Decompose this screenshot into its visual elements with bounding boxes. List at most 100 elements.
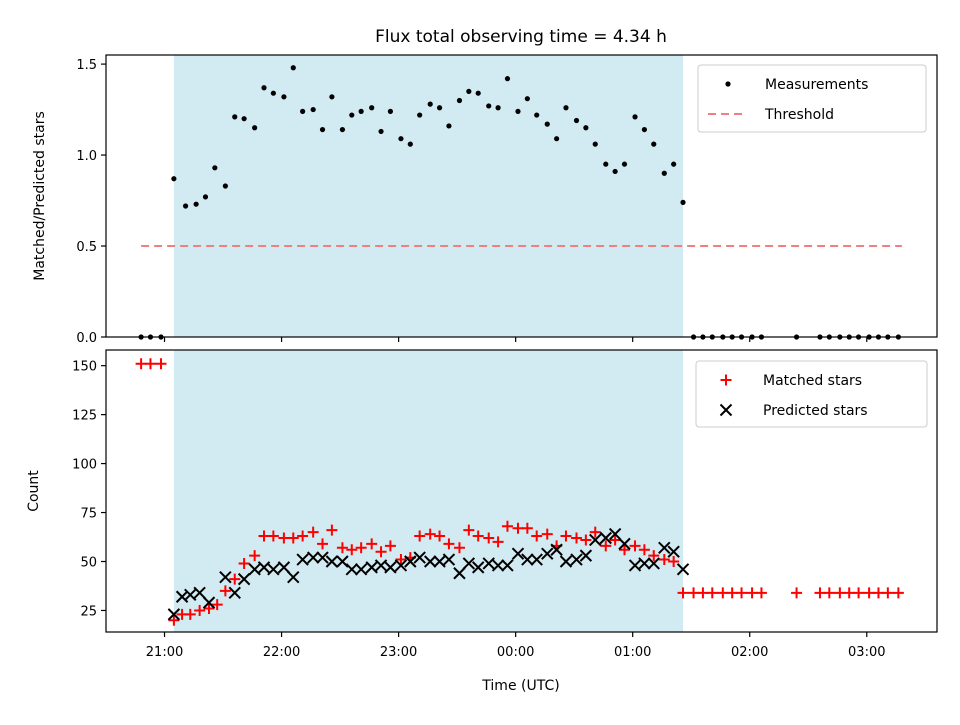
data-point [726,587,738,599]
data-point [573,117,580,124]
data-point [252,125,258,131]
data-point [579,549,593,562]
data-point [466,88,472,94]
data-point [843,587,855,599]
data-point [531,530,543,542]
data-point [658,541,671,554]
data-point [270,90,276,96]
data-point [211,599,223,611]
observing-window-band [173,350,684,632]
data-point [608,527,622,541]
data-point [589,526,601,538]
data-point [433,555,446,568]
data-point [267,563,280,576]
data-point [658,554,670,566]
data-point [853,587,865,599]
data-point [182,203,189,209]
data-point [202,194,209,200]
data-point [618,544,630,556]
data-point [638,544,650,556]
data-point [592,141,598,147]
data-point [222,183,228,189]
data-point [345,563,358,576]
data-point [736,587,748,599]
data-point [249,550,261,562]
legend-box [695,360,928,428]
data-point [667,545,680,558]
data-point [306,551,320,564]
legend-label: Measurements [765,77,868,93]
data-point [277,561,291,574]
data-point [570,553,583,566]
data-point [378,128,384,135]
legend-box [697,64,927,133]
data-point [482,557,495,570]
data-point [600,540,612,552]
data-point [442,553,456,566]
data-point [677,587,689,599]
data-point [814,587,826,599]
series-matched-stars [135,358,904,626]
data-point [680,199,686,205]
data-point [661,170,667,176]
plot-frame [105,349,938,633]
data-point [524,96,530,102]
data-point [398,136,404,142]
y-axis-label: Matched/Predicted stars [32,111,48,281]
observing-window-band [173,55,684,337]
y-tick-label: 0.0 [76,331,97,346]
data-point [530,553,543,566]
data-point [495,105,501,111]
data-point [238,557,250,569]
data-point [791,587,803,599]
data-point [155,358,167,370]
legend: Measurements Threshold [697,64,927,133]
data-point [746,587,758,599]
data-point [319,126,326,133]
data-point [336,542,348,554]
data-point [135,358,147,370]
data-point [872,587,884,599]
data-point [287,570,300,584]
data-point [229,573,241,585]
data-point [436,105,443,111]
data-point [456,97,463,104]
data-point [641,126,647,133]
data-point [267,530,279,542]
x-tick-label: 23:00 [380,645,417,660]
data-point [638,557,651,570]
data-point [219,585,231,597]
data-point [232,114,238,120]
data-point [193,586,206,600]
data-point [290,65,296,71]
data-point [534,112,540,118]
data-point [475,90,481,96]
data-point [501,559,514,572]
data-point [541,547,554,560]
data-point [628,559,642,572]
data-point [394,559,408,572]
data-point [541,528,553,540]
x-tick-label: 03:00 [848,645,885,660]
data-point [325,555,339,568]
data-point [501,520,513,532]
data-point [676,563,690,576]
data-point [384,561,397,574]
data-point [671,161,677,167]
x-tick-label: 21:00 [146,645,183,660]
data-point [571,532,583,544]
y-tick-label: 100 [72,458,97,473]
data-point [184,608,196,620]
data-point [193,201,199,207]
x-tick-label: 22:00 [263,645,300,660]
data-point [559,555,573,568]
data-point [453,542,465,554]
data-point [515,108,521,114]
data-point [374,559,388,572]
chart-title: Flux total observing time = 4.34 h [375,27,667,47]
data-point [281,94,287,100]
data-point [184,588,197,601]
data-point [336,555,349,568]
data-point [492,536,504,548]
data-point [504,76,511,82]
